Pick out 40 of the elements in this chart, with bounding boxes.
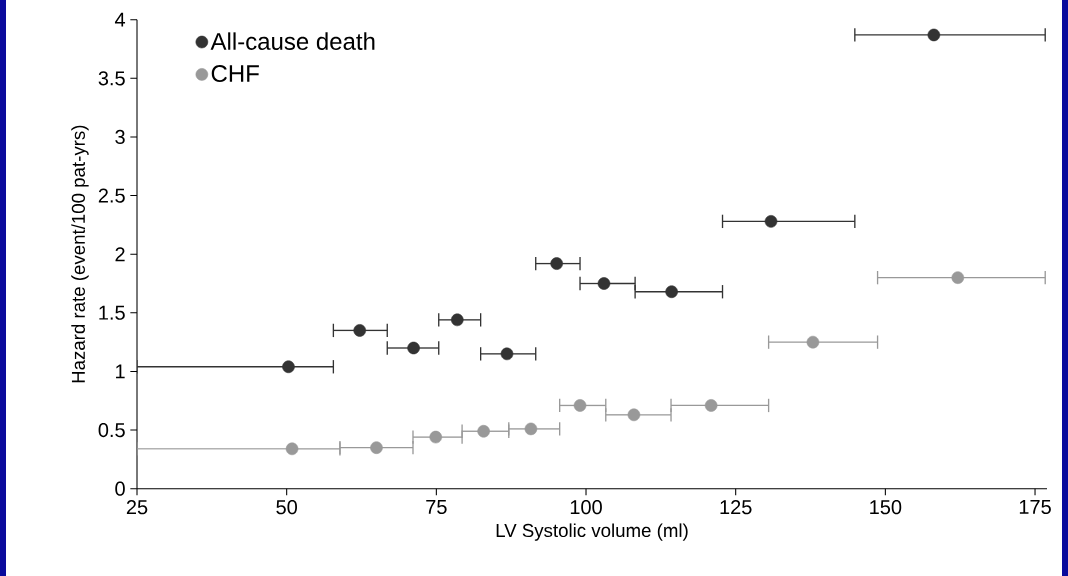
point [951, 271, 965, 284]
point [407, 341, 420, 355]
x-tick-label: 75 [426, 500, 447, 515]
y-tick-label: 3 [115, 129, 125, 145]
x-tick-label: 50 [276, 500, 297, 515]
x-axis-title: LV Systolic volume (ml) [496, 523, 688, 541]
y-tick-label: 4 [114, 12, 126, 27]
x-tick-label: 100 [570, 500, 602, 515]
point [282, 360, 295, 374]
point [573, 399, 587, 412]
x-tick-label: 25 [126, 500, 148, 515]
legend-label: CHF [211, 65, 259, 83]
point [597, 277, 611, 290]
y-axis-title: Hazard rate (event/100 pat-yrs) [71, 125, 89, 383]
x-tick-label: 150 [870, 500, 902, 515]
point [806, 335, 820, 349]
point [429, 430, 443, 444]
point [550, 257, 563, 270]
y-tick-label: 3.5 [98, 71, 125, 86]
legend-label: All-cause death [210, 32, 375, 50]
y-tick-label: 1 [116, 364, 125, 379]
point [477, 424, 490, 438]
x-tick-label: 125 [720, 500, 752, 515]
point [704, 399, 718, 412]
point [500, 347, 514, 361]
point [927, 28, 941, 42]
y-tick-label: 1.5 [99, 305, 125, 320]
point [627, 408, 641, 422]
y-tick-label: 0.5 [98, 422, 125, 438]
y-tick-label: 0 [115, 481, 125, 496]
x-tick-label: 175 [1019, 500, 1051, 515]
y-tick-label: 2.5 [98, 188, 125, 203]
point [665, 285, 678, 298]
point [370, 441, 383, 454]
point [524, 422, 538, 436]
point [764, 215, 778, 228]
point [353, 324, 366, 337]
point [285, 442, 299, 456]
point [451, 313, 464, 327]
y-tick-label: 2 [115, 247, 125, 262]
